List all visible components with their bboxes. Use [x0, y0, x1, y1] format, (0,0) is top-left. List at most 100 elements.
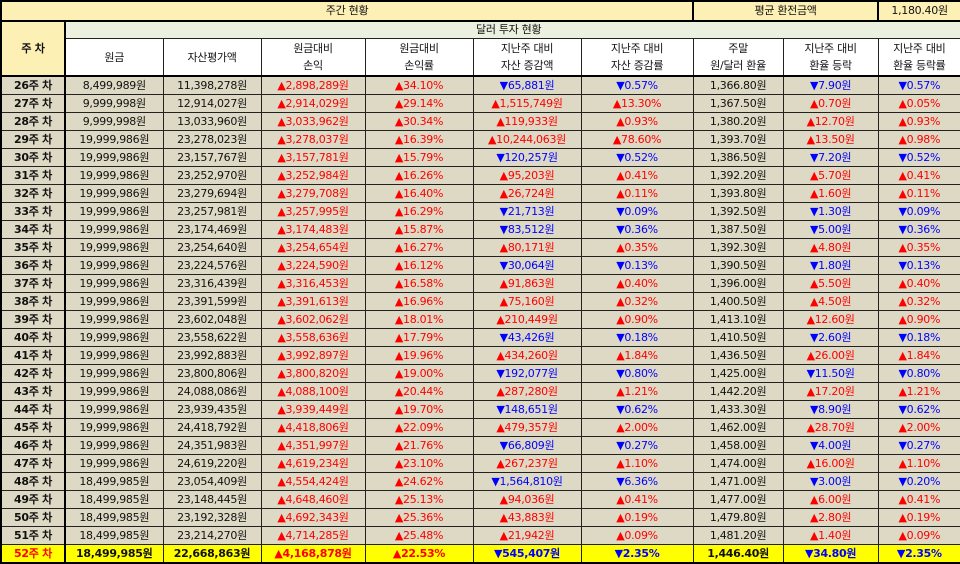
column-header-line2: 손익 — [303, 59, 323, 72]
section-row: 주 차 달러 투자 현황 — [0, 20, 960, 77]
exchange-rate-change-rate-cell: ▲0.32% — [877, 292, 960, 311]
exchange-rate-change-rate-cell: ▼0.20% — [877, 472, 960, 491]
asset-change-cell: ▼21,713원 — [472, 202, 582, 221]
asset-change-rate-cell: ▼2.35% — [580, 544, 694, 564]
asset-change-rate-cell: ▲0.40% — [580, 274, 694, 293]
asset-change-cell: ▲91,863원 — [472, 274, 582, 293]
weekend-exchange-rate-cell: 1,471.00원 — [692, 472, 784, 491]
asset-change-rate-cell: ▲0.90% — [580, 310, 694, 329]
asset-change-rate-cell: ▼0.80% — [580, 364, 694, 383]
week-cell: 34주 차 — [0, 220, 66, 239]
column-header-line2: 자산 증감액 — [500, 59, 554, 72]
week-cell: 37주 차 — [0, 274, 66, 293]
asset-value-cell: 23,252,970원 — [162, 166, 262, 185]
weekend-exchange-rate-cell: 1,390.50원 — [692, 256, 784, 275]
profit-loss-rate-cell: ▲25.13% — [364, 490, 474, 509]
column-header-asset-change: 지난주 대비 자산 증감액 — [472, 38, 582, 77]
table-row: 47주 차 19,999,986원 24,619,220원 ▲4,619,234원 ▲2… — [0, 454, 960, 473]
profit-loss-cell: ▲3,157,781원 — [260, 148, 366, 167]
asset-change-rate-cell: ▼0.18% — [580, 328, 694, 347]
exchange-rate-change-rate-cell: ▲0.05% — [877, 94, 960, 113]
table-row: 35주 차 19,999,986원 23,254,640원 ▲3,254,654원 ▲1… — [0, 238, 960, 257]
asset-value-cell: 23,148,445원 — [162, 490, 262, 509]
title-row: 주간 현황 평균 환전금액 1,180.40원 — [0, 0, 960, 22]
principal-cell: 8,499,989원 — [64, 75, 164, 95]
table-row: 27주 차 9,999,998원 12,914,027원 ▲2,914,029원 ▲29… — [0, 94, 960, 113]
asset-change-cell: ▲94,036원 — [472, 490, 582, 509]
profit-loss-rate-cell: ▲15.87% — [364, 220, 474, 239]
profit-loss-cell: ▲4,714,285원 — [260, 526, 366, 545]
asset-change-cell: ▼66,809원 — [472, 436, 582, 455]
profit-loss-cell: ▲4,648,460원 — [260, 490, 366, 509]
exchange-rate-change-cell: ▼7.20원 — [782, 148, 879, 167]
exchange-rate-change-rate-cell: ▲0.41% — [877, 490, 960, 509]
asset-change-rate-cell: ▼0.09% — [580, 202, 694, 221]
column-header-line1: 지난주 대비 — [610, 42, 664, 55]
column-header-profit-loss-rate: 원금대비 손익률 — [364, 38, 474, 77]
asset-change-cell: ▼120,257원 — [472, 148, 582, 167]
weekend-exchange-rate-cell: 1,392.30원 — [692, 238, 784, 257]
table-row: 51주 차 18,499,985원 23,214,270원 ▲4,714,285원 ▲2… — [0, 526, 960, 545]
asset-value-cell: 22,668,863원 — [162, 544, 262, 564]
weekend-exchange-rate-cell: 1,425.00원 — [692, 364, 784, 383]
table-row: 46주 차 19,999,986원 24,351,983원 ▲4,351,997원 ▲2… — [0, 436, 960, 455]
profit-loss-rate-cell: ▲16.58% — [364, 274, 474, 293]
profit-loss-rate-cell: ▲16.12% — [364, 256, 474, 275]
section-title: 달러 투자 현황 — [64, 20, 960, 39]
weekend-exchange-rate-cell: 1,458.00원 — [692, 436, 784, 455]
weekend-exchange-rate-cell: 1,392.50원 — [692, 202, 784, 221]
exchange-rate-change-cell: ▲0.70원 — [782, 94, 879, 113]
column-header-line1: 원금 — [104, 50, 125, 64]
principal-cell: 9,999,998원 — [64, 112, 164, 131]
profit-loss-rate-cell: ▲18.01% — [364, 310, 474, 329]
asset-value-cell: 23,558,622원 — [162, 328, 262, 347]
column-header-weekend-exchange-rate: 주말 원/달러 환율 — [692, 38, 784, 77]
principal-cell: 19,999,986원 — [64, 454, 164, 473]
table-row: 37주 차 19,999,986원 23,316,439원 ▲3,316,453원 ▲1… — [0, 274, 960, 293]
profit-loss-rate-cell: ▲24.62% — [364, 472, 474, 491]
asset-change-cell: ▲21,942원 — [472, 526, 582, 545]
asset-value-cell: 23,214,270원 — [162, 526, 262, 545]
principal-cell: 19,999,986원 — [64, 274, 164, 293]
profit-loss-rate-cell: ▲22.53% — [364, 544, 474, 564]
exchange-rate-change-rate-cell: ▼0.57% — [877, 75, 960, 95]
asset-change-cell: ▲287,280원 — [472, 382, 582, 401]
profit-loss-rate-cell: ▲15.79% — [364, 148, 474, 167]
column-header-row: 원금 자산평가액 원금대비 손익 원금대비 손익률 지난주 대비 자산 증감액 지난주 대비 자산… — [1, 38, 960, 77]
asset-change-cell: ▼148,651원 — [472, 400, 582, 419]
asset-value-cell: 24,088,086원 — [162, 382, 262, 401]
profit-loss-cell: ▲3,278,037원 — [260, 130, 366, 149]
asset-change-cell: ▼43,426원 — [472, 328, 582, 347]
profit-loss-rate-cell: ▲19.70% — [364, 400, 474, 419]
profit-loss-cell: ▲4,351,997원 — [260, 436, 366, 455]
principal-cell: 19,999,986원 — [64, 382, 164, 401]
weekend-exchange-rate-cell: 1,393.80원 — [692, 184, 784, 203]
exchange-rate-change-cell: ▼1.30원 — [782, 202, 879, 221]
weekend-exchange-rate-cell: 1,387.50원 — [692, 220, 784, 239]
column-header-line1: 원금대비 — [293, 42, 333, 55]
exchange-rate-change-rate-cell: ▼0.27% — [877, 436, 960, 455]
week-cell: 26주 차 — [0, 75, 66, 95]
asset-change-rate-cell: ▲0.19% — [580, 508, 694, 527]
asset-value-cell: 23,278,023원 — [162, 130, 262, 149]
weekend-exchange-rate-cell: 1,433.30원 — [692, 400, 784, 419]
asset-change-cell: ▲95,203원 — [472, 166, 582, 185]
asset-change-cell: ▼1,564,810원 — [472, 472, 582, 491]
column-header-asset-change-rate: 지난주 대비 자산 증감률 — [580, 38, 694, 77]
exchange-rate-change-cell: ▼7.90원 — [782, 75, 879, 95]
asset-change-rate-cell: ▲1.21% — [580, 382, 694, 401]
table-row: 30주 차 19,999,986원 23,157,767원 ▲3,157,781원 ▲1… — [0, 148, 960, 167]
profit-loss-cell: ▲3,992,897원 — [260, 346, 366, 365]
profit-loss-rate-cell: ▲22.09% — [364, 418, 474, 437]
week-cell: 42주 차 — [0, 364, 66, 383]
principal-cell: 19,999,986원 — [64, 256, 164, 275]
exchange-rate-change-cell: ▲17.20원 — [782, 382, 879, 401]
weekend-exchange-rate-cell: 1,479.80원 — [692, 508, 784, 527]
exchange-rate-change-rate-cell: ▼0.18% — [877, 328, 960, 347]
exchange-rate-change-rate-cell: ▲0.09% — [877, 526, 960, 545]
column-header-line2: 손익률 — [404, 59, 434, 72]
profit-loss-cell: ▲3,224,590원 — [260, 256, 366, 275]
asset-change-rate-cell: ▼0.36% — [580, 220, 694, 239]
column-header-principal: 원금 — [64, 38, 164, 77]
week-cell: 51주 차 — [0, 526, 66, 545]
